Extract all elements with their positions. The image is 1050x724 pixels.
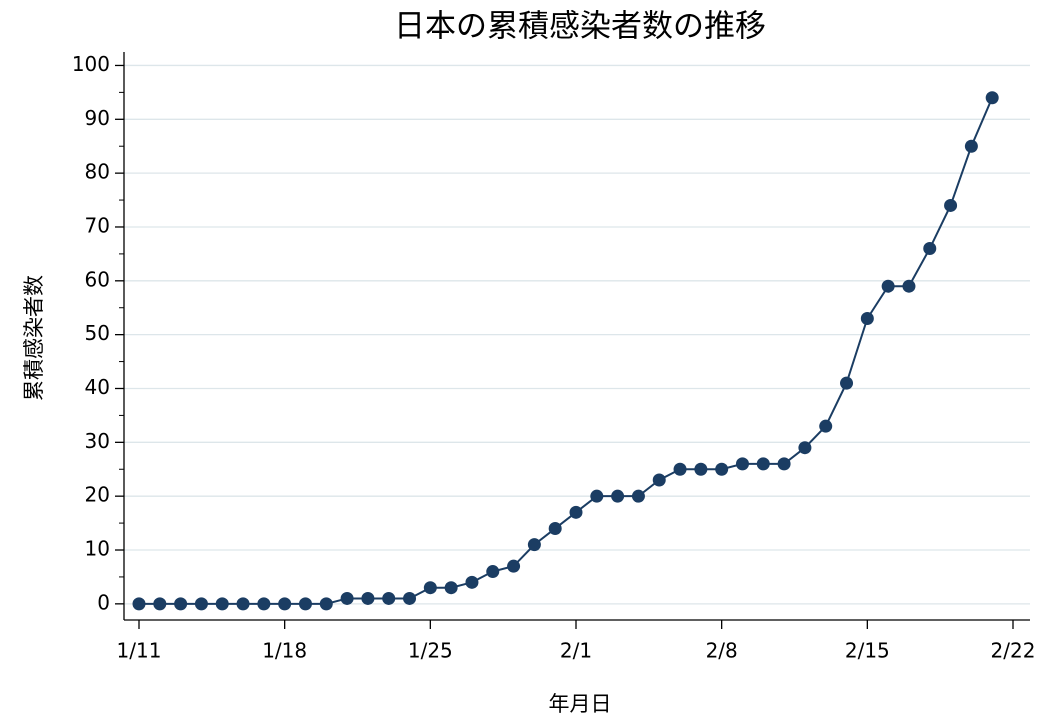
data-point (486, 565, 500, 579)
data-point (465, 575, 479, 589)
data-point (236, 597, 250, 611)
x-tick-label: 1/25 (408, 639, 453, 663)
data-point (860, 312, 874, 326)
data-point (735, 457, 749, 471)
x-tick-label: 1/11 (117, 639, 162, 663)
data-point (964, 139, 978, 153)
x-tick-label: 1/18 (262, 639, 307, 663)
x-axis-label: 年月日 (549, 692, 612, 716)
data-point (590, 489, 604, 503)
data-point (652, 473, 666, 487)
data-point (298, 597, 312, 611)
data-point (174, 597, 188, 611)
data-point (527, 538, 541, 552)
x-tick-label: 2/15 (845, 639, 890, 663)
data-point (361, 591, 375, 605)
data-point (278, 597, 292, 611)
data-point (902, 279, 916, 293)
data-point (631, 489, 645, 503)
x-tick-label: 2/8 (706, 639, 738, 663)
data-point (153, 597, 167, 611)
data-point (382, 591, 396, 605)
y-tick-label: 90 (85, 106, 110, 130)
data-point (215, 597, 229, 611)
data-point (611, 489, 625, 503)
data-point (694, 462, 708, 476)
data-point (819, 419, 833, 433)
data-point (194, 597, 208, 611)
x-tick-label: 2/22 (991, 639, 1036, 663)
data-point (548, 521, 562, 535)
data-point (340, 591, 354, 605)
data-point (319, 597, 333, 611)
data-point (944, 198, 958, 212)
chart-title: 日本の累積感染者数の推移 (394, 9, 766, 45)
y-tick-label: 100 (72, 52, 110, 76)
y-tick-label: 0 (97, 590, 110, 614)
data-point (923, 242, 937, 256)
y-tick-label: 50 (85, 321, 110, 345)
data-point (507, 559, 521, 573)
y-tick-label: 60 (85, 267, 110, 291)
data-point (777, 457, 791, 471)
data-point (423, 581, 437, 595)
data-point (840, 376, 854, 390)
data-point (444, 581, 458, 595)
y-tick-label: 70 (85, 213, 110, 237)
data-point (257, 597, 271, 611)
x-tick-label: 2/1 (560, 639, 592, 663)
data-point (985, 91, 999, 105)
data-point (569, 505, 583, 519)
data-point (756, 457, 770, 471)
data-point (673, 462, 687, 476)
y-tick-label: 30 (85, 429, 110, 453)
y-tick-label: 80 (85, 160, 110, 184)
data-point (132, 597, 146, 611)
y-tick-label: 10 (85, 537, 110, 561)
y-axis-label: 累積感染者数 (22, 275, 46, 401)
data-point (403, 591, 417, 605)
data-point (881, 279, 895, 293)
y-tick-label: 40 (85, 375, 110, 399)
y-tick-label: 20 (85, 483, 110, 507)
data-point (715, 462, 729, 476)
data-point (798, 441, 812, 455)
